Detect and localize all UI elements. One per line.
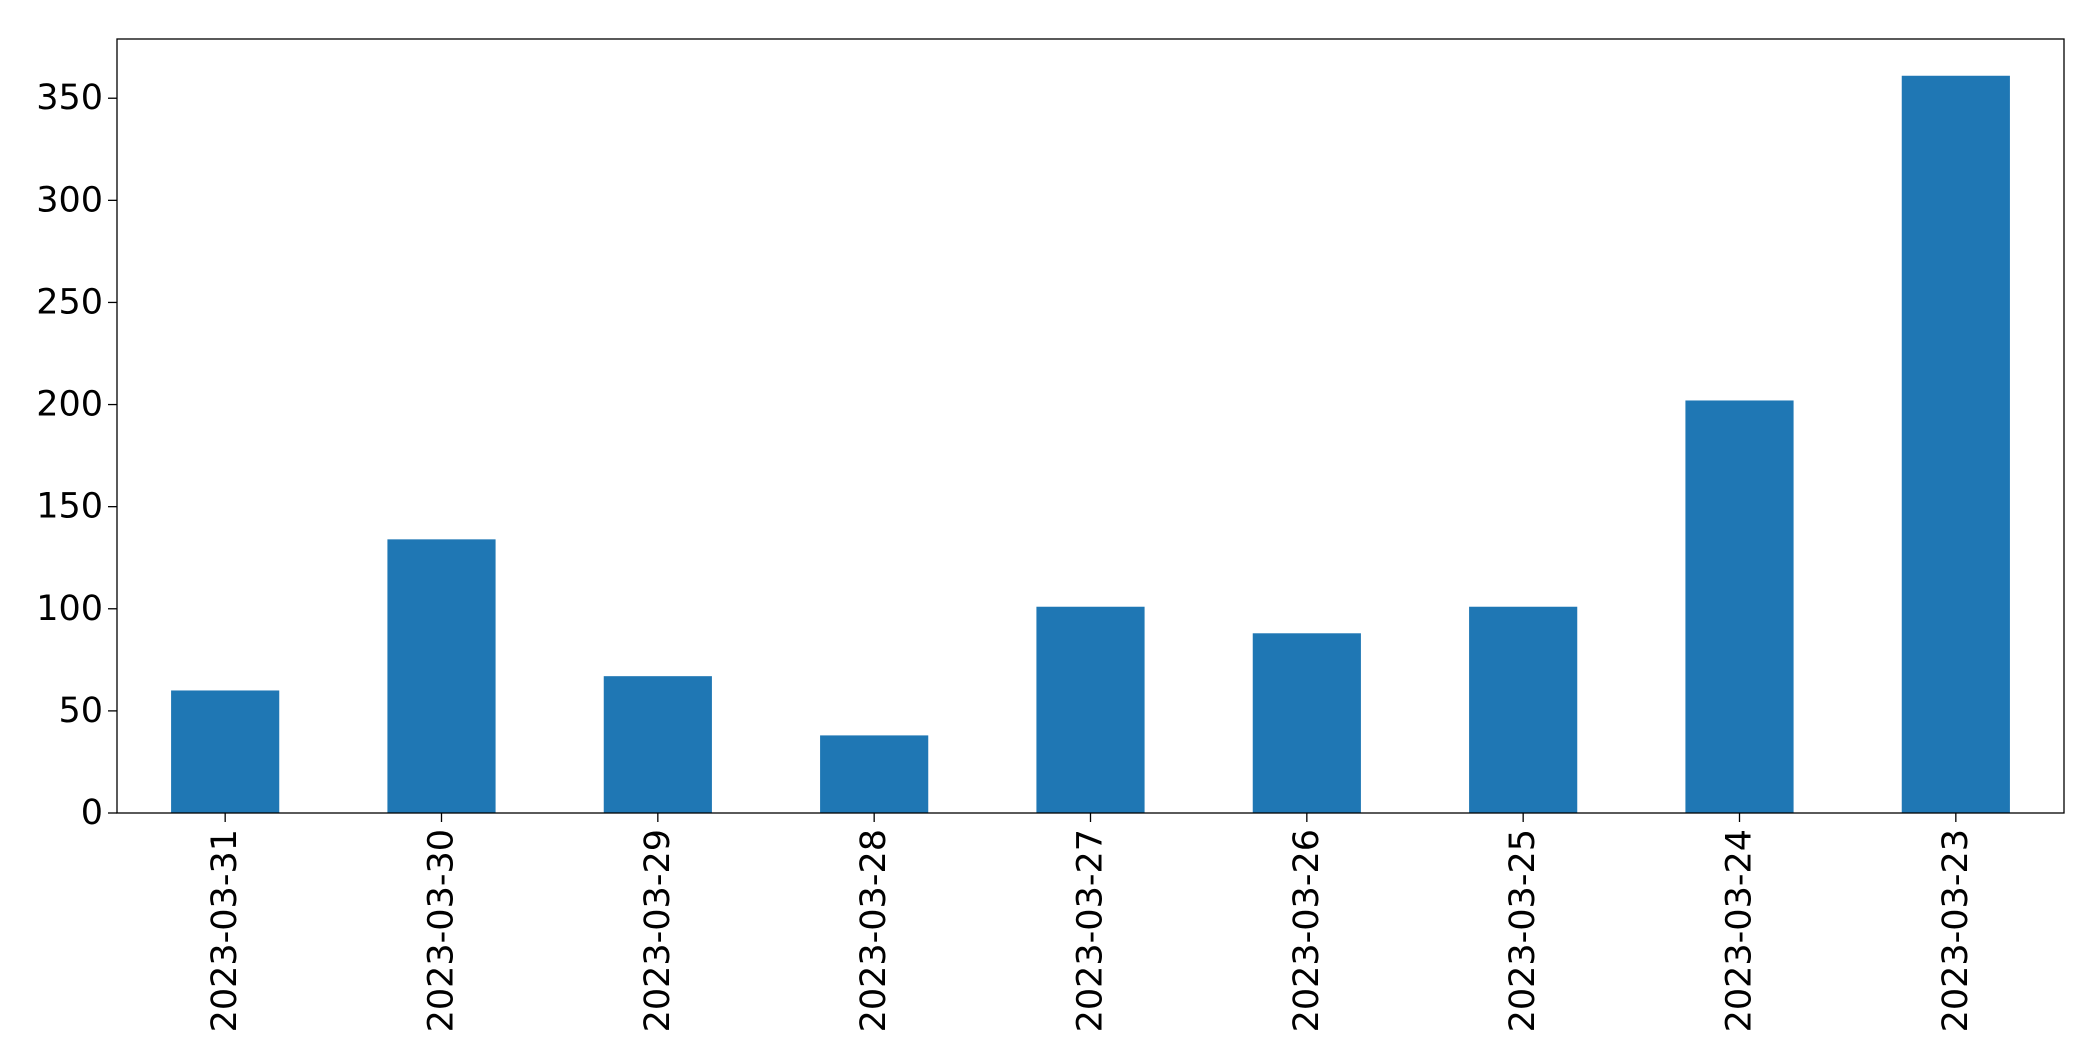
y-tick-label: 0 bbox=[81, 793, 103, 833]
x-tick-label-2023-03-27: 2023-03-27 bbox=[1071, 829, 1111, 1032]
y-tick-label: 150 bbox=[36, 487, 103, 527]
y-tick-label: 200 bbox=[36, 385, 103, 425]
x-tick-label-2023-03-29: 2023-03-29 bbox=[638, 829, 678, 1032]
bar-2023-03-30 bbox=[387, 539, 496, 813]
x-tick-label-2023-03-25: 2023-03-25 bbox=[1503, 829, 1543, 1032]
x-axis: 2023-03-31 2023-03-30 2023-03-29 2023-03-28… bbox=[205, 813, 1976, 1032]
y-tick-label: 100 bbox=[36, 589, 103, 629]
bar-2023-03-23 bbox=[1901, 75, 2010, 814]
y-tick-label: 350 bbox=[36, 78, 103, 118]
y-tick-label: 250 bbox=[36, 282, 103, 322]
x-tick-label-2023-03-24: 2023-03-24 bbox=[1720, 829, 1760, 1032]
bar-2023-03-24 bbox=[1685, 400, 1794, 813]
plot-frame bbox=[116, 38, 2065, 814]
bar-2023-03-25 bbox=[1469, 606, 1578, 813]
x-tick-label-2023-03-30: 2023-03-30 bbox=[422, 829, 462, 1032]
bar-2023-03-26 bbox=[1252, 633, 1361, 813]
y-tick-label: 300 bbox=[36, 180, 103, 220]
bar-2023-03-31 bbox=[171, 690, 280, 813]
x-tick-label-2023-03-23: 2023-03-23 bbox=[1936, 829, 1976, 1032]
y-tick-label: 50 bbox=[58, 691, 103, 731]
y-axis: 0 50 100 150 200 250 300 350 bbox=[36, 78, 117, 833]
bars-group bbox=[171, 75, 2010, 814]
x-tick-label-2023-03-28: 2023-03-28 bbox=[854, 829, 894, 1032]
x-tick-label-2023-03-31: 2023-03-31 bbox=[205, 829, 245, 1032]
bar-2023-03-27 bbox=[1036, 606, 1145, 813]
bar-2023-03-29 bbox=[603, 676, 712, 813]
x-tick-label-2023-03-26: 2023-03-26 bbox=[1287, 829, 1327, 1032]
bar-2023-03-28 bbox=[820, 735, 929, 813]
